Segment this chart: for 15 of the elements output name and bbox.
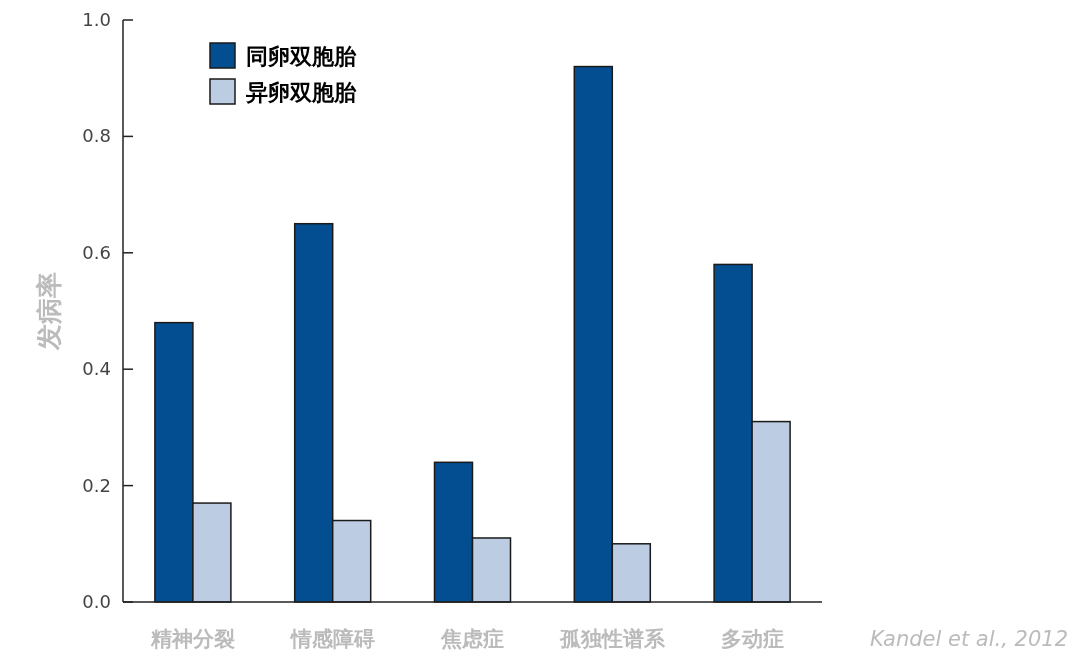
- y-tick-label: 0.2: [82, 474, 111, 496]
- x-tick-label: 焦虑症: [440, 627, 504, 651]
- legend-label: 同卵双胞胎: [246, 44, 357, 69]
- text: Kandel et al., 2012: [870, 627, 1068, 651]
- y-axis-title: 发病率: [34, 272, 64, 351]
- x-tick-label: 多动症: [720, 627, 784, 651]
- y-tick-label: 1.0: [82, 9, 111, 30]
- x-tick-label: 情感障碍: [288, 627, 375, 651]
- x-tick-label: 精神分裂: [149, 627, 235, 651]
- y-tick-label: 0.0: [82, 591, 111, 612]
- x-tick-label: 孤独性谱系: [558, 627, 666, 651]
- y-tick-label: 0.4: [82, 358, 111, 380]
- y-tick-label: 0.6: [82, 241, 111, 263]
- legend-label: 异卵双胞胎: [245, 80, 357, 105]
- y-tick-label: 0.8: [82, 125, 111, 147]
